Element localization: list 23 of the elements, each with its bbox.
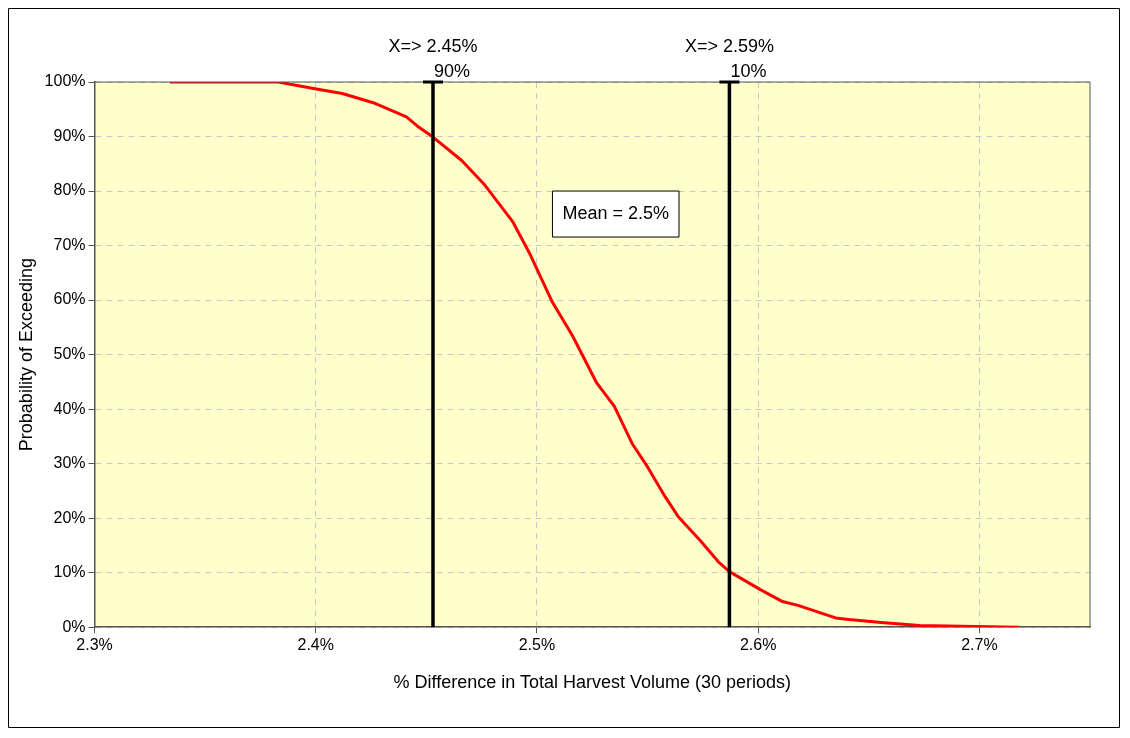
y-tick-label: 100% xyxy=(44,72,86,90)
y-tick-label: 30% xyxy=(53,454,86,472)
x-tick-label: 2.3% xyxy=(76,636,113,654)
ref-line-label: X=> 2.45% xyxy=(388,35,478,56)
x-tick-label: 2.4% xyxy=(297,636,334,654)
ref-line-label: X=> 2.59% xyxy=(684,35,774,56)
annotation: Mean = 2.5% xyxy=(562,203,670,224)
y-axis-title: Probability of Exceeding xyxy=(15,258,36,452)
y-tick-label: 70% xyxy=(53,235,86,253)
y-tick-label: 80% xyxy=(53,181,86,199)
x-tick-label: 2.5% xyxy=(518,636,556,654)
x-tick-label: 2.7% xyxy=(961,636,998,654)
annotation: 90% xyxy=(433,60,471,81)
y-tick-label: 60% xyxy=(53,290,86,308)
x-tick-label: 2.6% xyxy=(739,636,777,654)
y-tick-label: 0% xyxy=(62,617,86,635)
y-tick-label: 90% xyxy=(53,126,86,144)
annotation: 10% xyxy=(730,60,767,81)
y-tick-label: 10% xyxy=(53,563,86,581)
x-axis-title: % Difference in Total Harvest Volume (30 periods) xyxy=(393,672,792,693)
y-tick-label: 40% xyxy=(53,399,86,417)
y-tick-label: 50% xyxy=(53,345,86,363)
y-tick-label: 20% xyxy=(53,508,86,526)
